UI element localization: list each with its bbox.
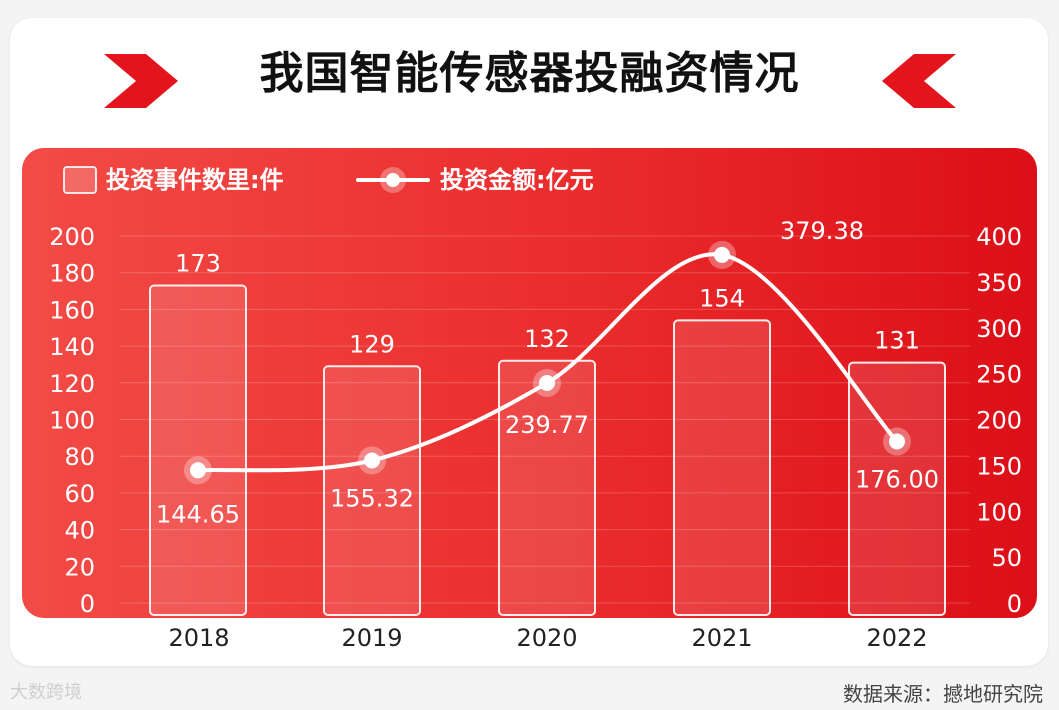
line-value-label: 155.32	[330, 484, 414, 512]
point-2020	[539, 375, 555, 392]
bar-value-label: 131	[874, 327, 920, 355]
line-value-label: 176.00	[855, 466, 939, 494]
point-2018	[190, 462, 206, 479]
y-left-tick-label: 180	[49, 260, 95, 288]
x-tick-2020: 2020	[516, 624, 578, 652]
y-left-tick-label: 40	[64, 517, 95, 545]
bar-2018	[149, 284, 247, 616]
y-left-tick-label: 0	[80, 590, 95, 618]
bar-value-label: 132	[524, 325, 570, 353]
right-chevron-icon	[882, 54, 956, 108]
y-left-tick-label: 80	[64, 443, 95, 471]
bar-2021	[673, 319, 771, 616]
y-right-tick-label: 400	[976, 223, 1022, 251]
line-value-label: 144.65	[156, 500, 240, 528]
bar-2020	[498, 359, 596, 616]
line-value-label: 239.77	[505, 411, 589, 439]
point-2019	[364, 452, 380, 469]
y-left-tick-label: 100	[49, 407, 95, 435]
y-left-tick-label: 160	[49, 296, 95, 324]
point-2022	[889, 433, 905, 450]
x-tick-2022: 2022	[866, 624, 928, 652]
x-tick-2018: 2018	[168, 624, 230, 652]
y-right-tick-label: 300	[976, 315, 1022, 343]
bar-value-label: 173	[175, 250, 221, 278]
y-left-tick-label: 120	[49, 370, 95, 398]
y-left-tick-label: 140	[49, 333, 95, 361]
source-note: 数据来源：撼地研究院	[843, 682, 1043, 706]
y-right-tick-label: 0	[1007, 590, 1022, 618]
bar-2019	[323, 365, 421, 616]
y-left-tick-label: 20	[64, 553, 95, 581]
y-left-tick-label: 200	[49, 223, 95, 251]
bar-value-label: 154	[699, 284, 745, 312]
chart-title: 我国智能传感器投融资情况	[259, 48, 800, 99]
line-value-label: 379.38	[780, 217, 864, 245]
watermark-text: 大数跨境	[10, 682, 82, 703]
y-right-tick-label: 100	[976, 498, 1022, 526]
point-2021	[714, 246, 730, 263]
legend-line-marker	[386, 173, 400, 187]
legend-line-label: 投资金额:亿元	[440, 166, 594, 194]
chart-panel	[22, 148, 1037, 618]
y-right-tick-label: 250	[976, 361, 1022, 389]
bar-value-label: 129	[349, 330, 395, 358]
x-tick-2019: 2019	[341, 624, 403, 652]
legend-bar-label: 投资事件数里:件	[106, 166, 284, 194]
y-left-tick-label: 60	[64, 480, 95, 508]
x-tick-2021: 2021	[691, 624, 753, 652]
left-chevron-icon	[104, 54, 178, 108]
legend-bar-swatch	[63, 166, 97, 194]
y-right-tick-label: 350	[976, 269, 1022, 297]
y-right-tick-label: 150	[976, 452, 1022, 480]
y-right-tick-label: 200	[976, 407, 1022, 435]
amount-line	[196, 252, 899, 473]
y-right-tick-label: 50	[991, 544, 1022, 572]
bar-2022	[848, 361, 946, 616]
